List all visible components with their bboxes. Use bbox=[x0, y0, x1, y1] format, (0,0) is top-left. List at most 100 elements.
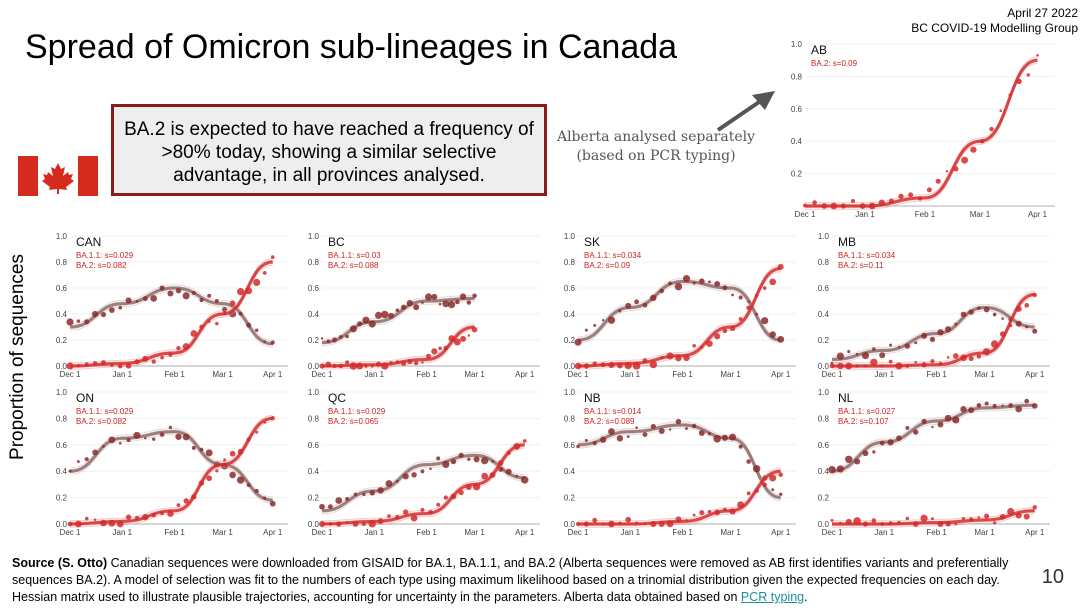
ba2-data-point bbox=[912, 521, 919, 527]
ba2-data-point bbox=[410, 514, 418, 522]
ba2-data-point bbox=[183, 498, 189, 504]
ba2-data-point bbox=[425, 353, 432, 359]
ba2-data-point bbox=[980, 139, 985, 144]
ba2-data-point bbox=[692, 343, 696, 348]
y-tick-label: 1.0 bbox=[56, 388, 68, 397]
ba11-data-point bbox=[576, 444, 580, 449]
ba11-data-point bbox=[144, 437, 147, 440]
ba2-data-point bbox=[930, 359, 935, 364]
ba2-data-point bbox=[583, 521, 589, 527]
ba11-data-point bbox=[682, 274, 691, 283]
ba2-data-point bbox=[352, 521, 359, 527]
y-tick-label: 0.4 bbox=[308, 467, 320, 476]
ba11-data-point bbox=[236, 476, 245, 484]
ba11-data-point bbox=[897, 345, 901, 349]
ba11-data-point bbox=[977, 306, 981, 310]
ba2-data-point bbox=[431, 348, 438, 355]
ba2-data-point bbox=[999, 331, 1006, 337]
ba2-data-point bbox=[345, 360, 350, 365]
page-number: 10 bbox=[1041, 566, 1064, 588]
ba2-data-point bbox=[377, 518, 384, 524]
ba11-data-point bbox=[214, 299, 219, 303]
ba11-data-point bbox=[68, 469, 72, 473]
ba2-data-point bbox=[270, 415, 275, 421]
y-tick-label: 0.4 bbox=[818, 467, 830, 476]
y-tick-label: 1.0 bbox=[791, 40, 803, 49]
ba11-data-point bbox=[335, 497, 343, 504]
ba11-data-point bbox=[921, 332, 928, 339]
x-tick-label: Feb 1 bbox=[164, 528, 185, 537]
ba11-data-point bbox=[133, 431, 141, 439]
uncertainty-trajectory bbox=[69, 429, 273, 500]
footer-source-label: Source (S. Otto) bbox=[12, 556, 108, 570]
y-tick-label: 0.0 bbox=[308, 520, 320, 529]
ba2-data-point bbox=[420, 507, 425, 512]
ba11-data-point bbox=[327, 504, 333, 510]
ba2-data-point bbox=[830, 518, 834, 522]
uncertainty-trajectory bbox=[805, 62, 1038, 210]
panel-title: AB bbox=[811, 43, 827, 57]
y-tick-label: 0.6 bbox=[308, 284, 320, 293]
x-tick-label: Feb 1 bbox=[672, 528, 693, 537]
ba2-data-point bbox=[497, 460, 504, 466]
ba11-data-point bbox=[625, 302, 632, 309]
ba11-data-point bbox=[921, 418, 927, 425]
ba11-data-point bbox=[992, 403, 997, 409]
ba11-data-point bbox=[634, 299, 639, 305]
ba11-data-point bbox=[319, 503, 325, 510]
y-tick-label: 0.6 bbox=[818, 441, 830, 450]
ba11-data-point bbox=[707, 432, 712, 436]
ba2-data-point bbox=[467, 334, 471, 337]
ba11-data-point bbox=[1032, 328, 1038, 334]
ba2-data-point bbox=[450, 493, 457, 500]
ba2-data-point bbox=[961, 156, 969, 164]
y-tick-label: 1.0 bbox=[818, 232, 830, 241]
ba2-data-point bbox=[245, 287, 253, 295]
x-tick-label: Feb 1 bbox=[416, 528, 437, 537]
x-tick-label: Apr 1 bbox=[1028, 210, 1048, 219]
ba11-data-point bbox=[269, 500, 276, 507]
ba11-data-point bbox=[411, 472, 417, 478]
pcr-typing-link[interactable]: PCR typing bbox=[740, 590, 805, 604]
ba11-data-point bbox=[699, 278, 705, 284]
ba11-data-point bbox=[992, 312, 997, 317]
y-tick-label: 0.2 bbox=[308, 494, 320, 503]
ba2-data-point bbox=[325, 361, 332, 368]
ba2-data-point bbox=[460, 335, 467, 342]
ba2-data-point bbox=[319, 521, 325, 527]
ba2-data-point bbox=[414, 360, 419, 366]
ba11-data-point bbox=[879, 440, 885, 446]
footer-text: Canadian sequences were downloaded from … bbox=[12, 556, 1009, 604]
x-tick-label: Mar 1 bbox=[720, 528, 741, 537]
ba2-data-point bbox=[914, 360, 917, 364]
ba2-data-point bbox=[223, 458, 227, 462]
ba11-data-point bbox=[466, 300, 472, 305]
x-tick-label: Apr 1 bbox=[263, 370, 283, 379]
x-tick-label: Mar 1 bbox=[212, 528, 233, 537]
ba11-data-point bbox=[118, 305, 123, 310]
ba2-data-point bbox=[635, 521, 639, 525]
ba11-data-point bbox=[642, 302, 648, 308]
ba2-data-point bbox=[862, 521, 869, 527]
ba11-data-point bbox=[84, 319, 90, 325]
ba11-data-point bbox=[263, 340, 267, 343]
ba11-data-point bbox=[388, 312, 395, 319]
ba2-data-point bbox=[237, 288, 245, 296]
ba2-data-point bbox=[700, 345, 704, 349]
ba2-data-point bbox=[926, 187, 932, 193]
ba2-data-point bbox=[723, 507, 727, 512]
ba2-data-point bbox=[237, 448, 244, 455]
ba2-data-point bbox=[870, 358, 878, 366]
ba2-data-point bbox=[364, 364, 368, 368]
ba11-data-point bbox=[771, 488, 775, 492]
x-tick-label: Apr 1 bbox=[263, 528, 283, 537]
ba2-data-point bbox=[666, 520, 674, 528]
ba11-data-point bbox=[207, 293, 212, 298]
y-tick-label: 0.2 bbox=[818, 336, 830, 345]
ba2-data-point bbox=[643, 522, 647, 526]
ba11-data-point bbox=[421, 301, 424, 304]
ba11-data-point bbox=[402, 473, 409, 480]
y-tick-label: 0.8 bbox=[56, 414, 68, 423]
alberta-note: Alberta analysed separately (based on PC… bbox=[556, 129, 756, 164]
ba11-data-point bbox=[458, 452, 464, 458]
